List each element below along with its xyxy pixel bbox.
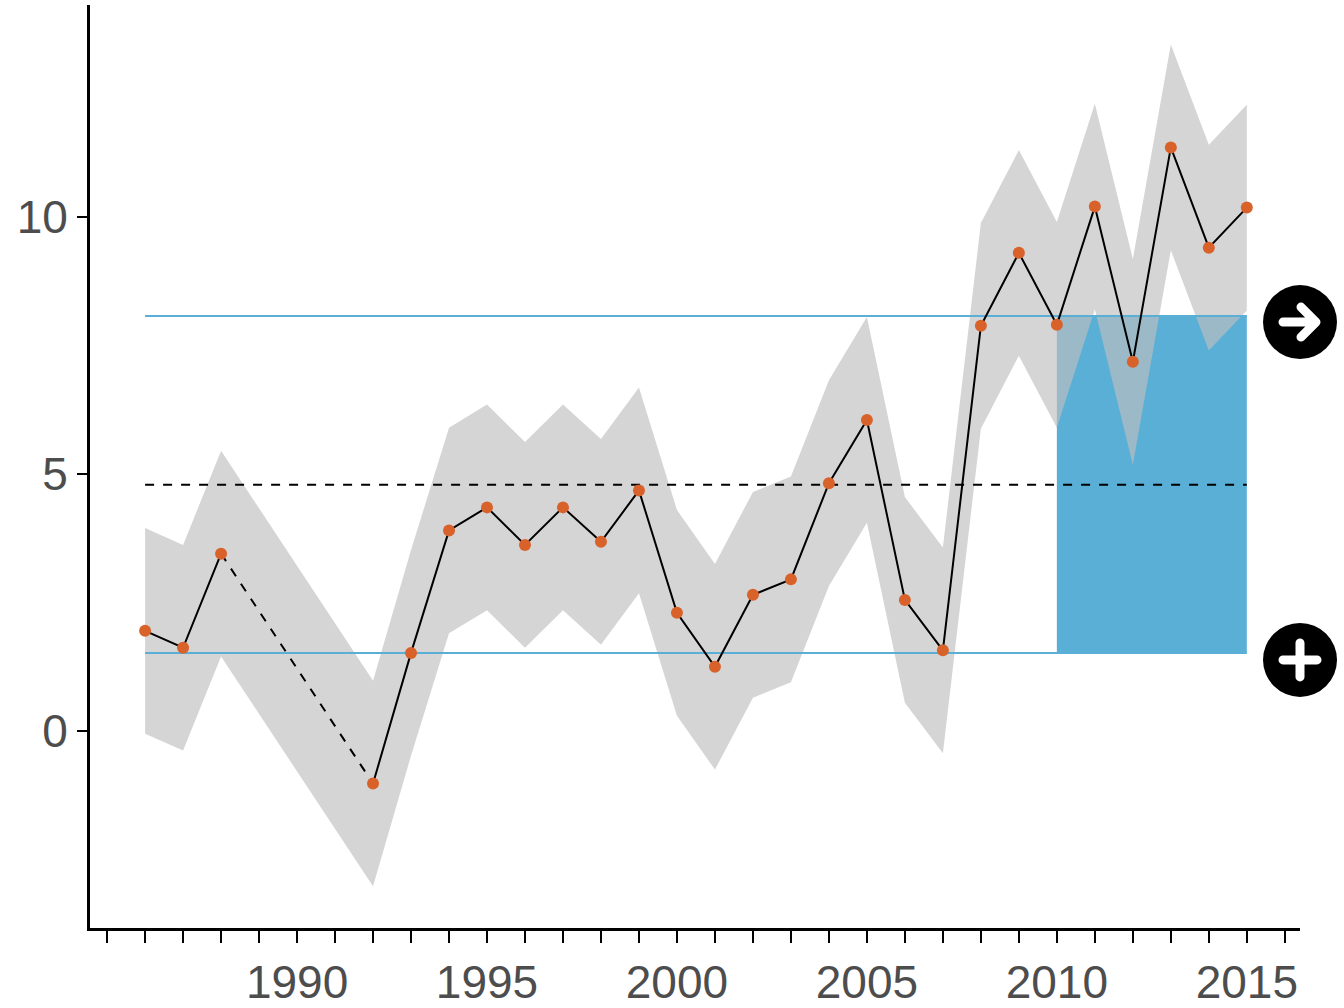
svg-text:2005: 2005 — [816, 956, 918, 1008]
svg-text:2015: 2015 — [1196, 956, 1298, 1008]
svg-text:1995: 1995 — [436, 956, 538, 1008]
svg-text:5: 5 — [42, 448, 68, 500]
svg-text:2010: 2010 — [1006, 956, 1108, 1008]
svg-text:0: 0 — [42, 705, 68, 757]
svg-text:1990: 1990 — [246, 956, 348, 1008]
svg-text:2000: 2000 — [626, 956, 728, 1008]
svg-text:10: 10 — [17, 191, 68, 243]
